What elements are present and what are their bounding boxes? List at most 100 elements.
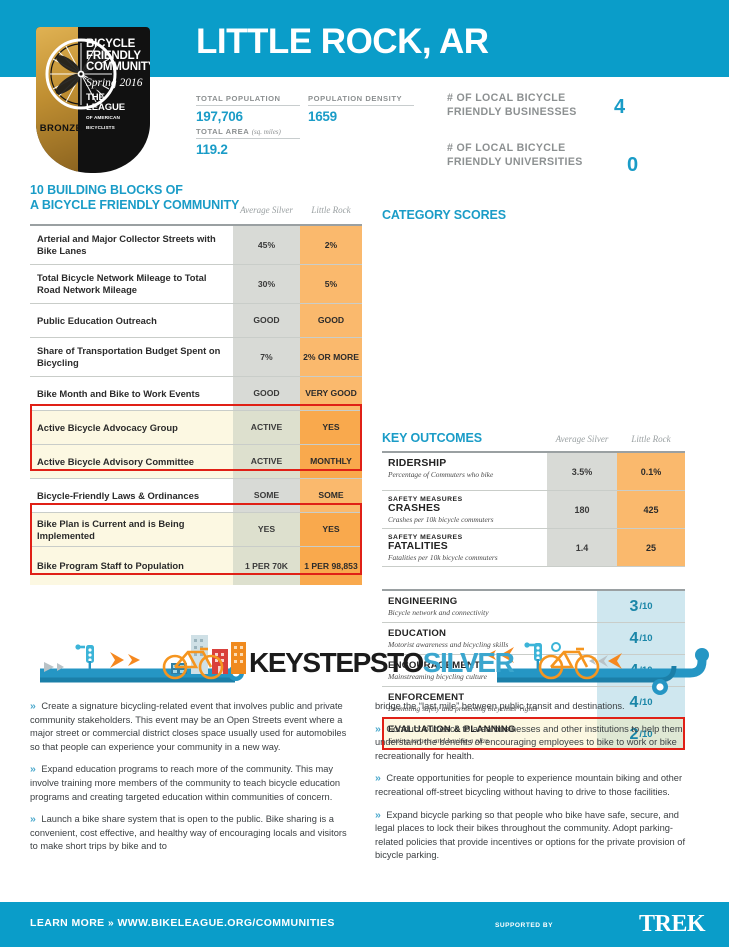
category-score-value: 2 bbox=[629, 725, 639, 743]
key-steps-banner bbox=[0, 625, 729, 695]
key-outcome-description: Fatalities per 10k bicycle commuters bbox=[388, 553, 498, 562]
stat-label: TOTAL POPULATION bbox=[196, 94, 300, 106]
banner-title-dark: KEYSTEPSTO bbox=[249, 647, 424, 678]
building-block-avg-value: GOOD bbox=[233, 304, 300, 337]
category-description: Setting targets and having a plan bbox=[388, 736, 489, 745]
key-outcome-avg-value: 180 bbox=[547, 491, 617, 528]
key-steps-left-column: » Create a signature bicycling-related e… bbox=[30, 700, 352, 872]
key-outcome-city-value: 0.1% bbox=[617, 453, 685, 490]
building-block-label: Share of Transportation Budget Spent on … bbox=[30, 338, 233, 376]
key-outcome-info: RIDERSHIP Percentage of Commuters who bik… bbox=[382, 453, 547, 490]
stat-value: 1659 bbox=[308, 109, 337, 124]
key-outcome-city-value: 425 bbox=[617, 491, 685, 528]
key-outcomes-col-avg: Average Silver bbox=[555, 434, 609, 444]
category-score-row: ENGINEERING Bicycle network and connectiv… bbox=[382, 589, 685, 622]
double-chevron-icon: » bbox=[375, 772, 381, 785]
key-outcome-description: Percentage of Commuters who bike bbox=[388, 470, 494, 479]
badge-league: THE LEAGUE OF AMERICAN BICYCLISTS bbox=[86, 92, 146, 133]
building-block-city-value: 5% bbox=[300, 265, 362, 303]
key-outcome-info: SAFETY MEASURES FATALITIES Fatalities per … bbox=[382, 529, 547, 566]
building-blocks-title-line1: 10 BUILDING BLOCKS OF bbox=[30, 183, 183, 197]
key-step-item: » Create a signature bicycling-related e… bbox=[30, 700, 347, 752]
count-friendly-universities: # OF LOCAL BICYCLE FRIENDLY UNIVERSITIES… bbox=[447, 142, 697, 176]
badge-season: Spring 2016 bbox=[86, 76, 143, 89]
stat-population-density: POPULATION DENSITY 1659 bbox=[308, 94, 414, 124]
category-score-cell: 3/10 bbox=[597, 591, 685, 622]
building-block-label: Bike Plan is Current and is Being Implem… bbox=[30, 513, 233, 546]
count-friendly-businesses: # OF LOCAL BICYCLE FRIENDLY BUSINESSES 4 bbox=[447, 92, 697, 119]
building-block-city-value: GOOD bbox=[300, 304, 362, 337]
building-block-avg-value: YES bbox=[233, 513, 300, 546]
badge-award-level: BRONZE bbox=[39, 123, 83, 134]
building-block-row: Active Bicycle Advisory Committee ACTIVE M… bbox=[30, 444, 362, 478]
building-block-city-value: YES bbox=[300, 411, 362, 444]
key-outcomes-col-city: Little Rock bbox=[631, 434, 671, 444]
building-block-row: Public Education Outreach GOOD GOOD bbox=[30, 303, 362, 337]
building-block-avg-value: GOOD bbox=[233, 377, 300, 410]
stat-total-population: TOTAL POPULATION 197,706 bbox=[196, 94, 300, 124]
building-blocks-col-avg: Average Silver bbox=[240, 205, 293, 215]
count-label-line2: FRIENDLY BUSINESSES bbox=[447, 105, 577, 118]
banner-illustration bbox=[40, 635, 709, 695]
building-block-label: Active Bicycle Advocacy Group bbox=[30, 411, 233, 444]
building-block-label: Arterial and Major Collector Streets wit… bbox=[30, 226, 233, 264]
building-block-row: Active Bicycle Advocacy Group ACTIVE YES bbox=[30, 410, 362, 444]
count-label: # OF LOCAL BICYCLE FRIENDLY UNIVERSITIES bbox=[447, 142, 697, 169]
building-blocks-table: Arterial and Major Collector Streets wit… bbox=[30, 224, 362, 585]
key-outcome-description: Crashes per 10k bicycle commuters bbox=[388, 515, 494, 524]
category-description: Promoting safety and protecting bicyclis… bbox=[388, 704, 538, 713]
building-block-city-value: 2% OR MORE bbox=[300, 338, 362, 376]
badge-line-2: FRIENDLY bbox=[86, 49, 141, 62]
bicycle-wheel-icon bbox=[45, 38, 117, 110]
building-block-row: Bike Month and Bike to Work Events GOOD VE… bbox=[30, 376, 362, 410]
supported-by-label: SUPPORTED BY bbox=[494, 922, 553, 929]
badge-line-3: COMMUNITY bbox=[86, 61, 150, 74]
category-name: EVALUATION & PLANNING bbox=[388, 724, 516, 735]
building-block-city-value: 1 PER 98,853 bbox=[300, 547, 362, 585]
badge-line-1: BICYCLE bbox=[86, 38, 136, 50]
key-outcomes-title: KEY OUTCOMES bbox=[382, 431, 482, 445]
stat-value: 119.2 bbox=[196, 142, 228, 157]
key-step-item: » Conduct outreach to area businesses an… bbox=[375, 722, 683, 761]
banner-title-light: SILVER bbox=[422, 647, 515, 678]
key-outcome-row: SAFETY MEASURES CRASHES Crashes per 10k bi… bbox=[382, 490, 685, 528]
count-value: 0 bbox=[627, 154, 639, 176]
category-info: ENGINEERING Bicycle network and connectiv… bbox=[382, 591, 597, 622]
category-name: EDUCATION bbox=[388, 628, 447, 639]
key-step-item: » Expand bicycle parking so that people … bbox=[375, 808, 686, 861]
key-outcome-avg-value: 1.4 bbox=[547, 529, 617, 566]
category-score-row: EVALUATION & PLANNING Setting targets and… bbox=[382, 718, 685, 750]
category-score-row: ENFORCEMENT Promoting safety and protecti… bbox=[382, 686, 685, 718]
category-name: ENCOURAGEMENT bbox=[388, 660, 481, 671]
key-outcome-name: CRASHES bbox=[388, 503, 441, 514]
building-block-city-value: SOME bbox=[300, 479, 362, 512]
category-score-denominator: /10 bbox=[639, 697, 653, 708]
category-score-value: 3 bbox=[629, 597, 639, 615]
category-score-row: EDUCATION Motorist awareness and bicyclin… bbox=[382, 622, 685, 654]
building-block-row: Bike Program Staff to Population 1 PER 70… bbox=[30, 546, 362, 585]
key-outcome-name: RIDERSHIP bbox=[388, 458, 447, 469]
category-info: ENFORCEMENT Promoting safety and protecti… bbox=[382, 687, 597, 718]
key-outcome-info: SAFETY MEASURES CRASHES Crashes per 10k bi… bbox=[382, 491, 547, 528]
double-chevron-icon: » bbox=[30, 700, 36, 712]
category-name: ENGINEERING bbox=[388, 596, 458, 607]
count-label: # OF LOCAL BICYCLE FRIENDLY BUSINESSES bbox=[447, 92, 697, 119]
badge-text-block: BICYCLE FRIENDLY COMMUNITY Spring 2016 T… bbox=[86, 38, 150, 133]
category-score-value: 4 bbox=[629, 693, 639, 711]
category-name: ENFORCEMENT bbox=[388, 692, 465, 703]
building-block-row: Bicycle-Friendly Laws & Ordinances SOME SO… bbox=[30, 478, 362, 512]
key-steps-columns: » Create a signature bicycling-related e… bbox=[30, 700, 698, 872]
building-blocks-col-city: Little Rock bbox=[311, 205, 351, 215]
building-block-avg-value: 45% bbox=[233, 226, 300, 264]
bfc-award-badge: BRONZE BICYCLE FRIENDLY COMMUNITY Spring… bbox=[36, 27, 150, 173]
count-value: 4 bbox=[614, 96, 626, 118]
category-score-value: 4 bbox=[629, 629, 639, 647]
double-chevron-icon: » bbox=[30, 813, 36, 826]
building-block-city-value: MONTHLY bbox=[300, 445, 362, 478]
category-info: EDUCATION Motorist awareness and bicyclin… bbox=[382, 623, 597, 654]
key-outcome-eyebrow: SAFETY MEASURES bbox=[388, 534, 463, 541]
count-label-line1: # OF LOCAL BICYCLE bbox=[447, 142, 566, 154]
learn-more-link[interactable]: LEARN MORE » WWW.BIKELEAGUE.ORG/COMMUNIT… bbox=[30, 917, 335, 929]
stat-label-unit: (sq. miles) bbox=[251, 128, 281, 136]
